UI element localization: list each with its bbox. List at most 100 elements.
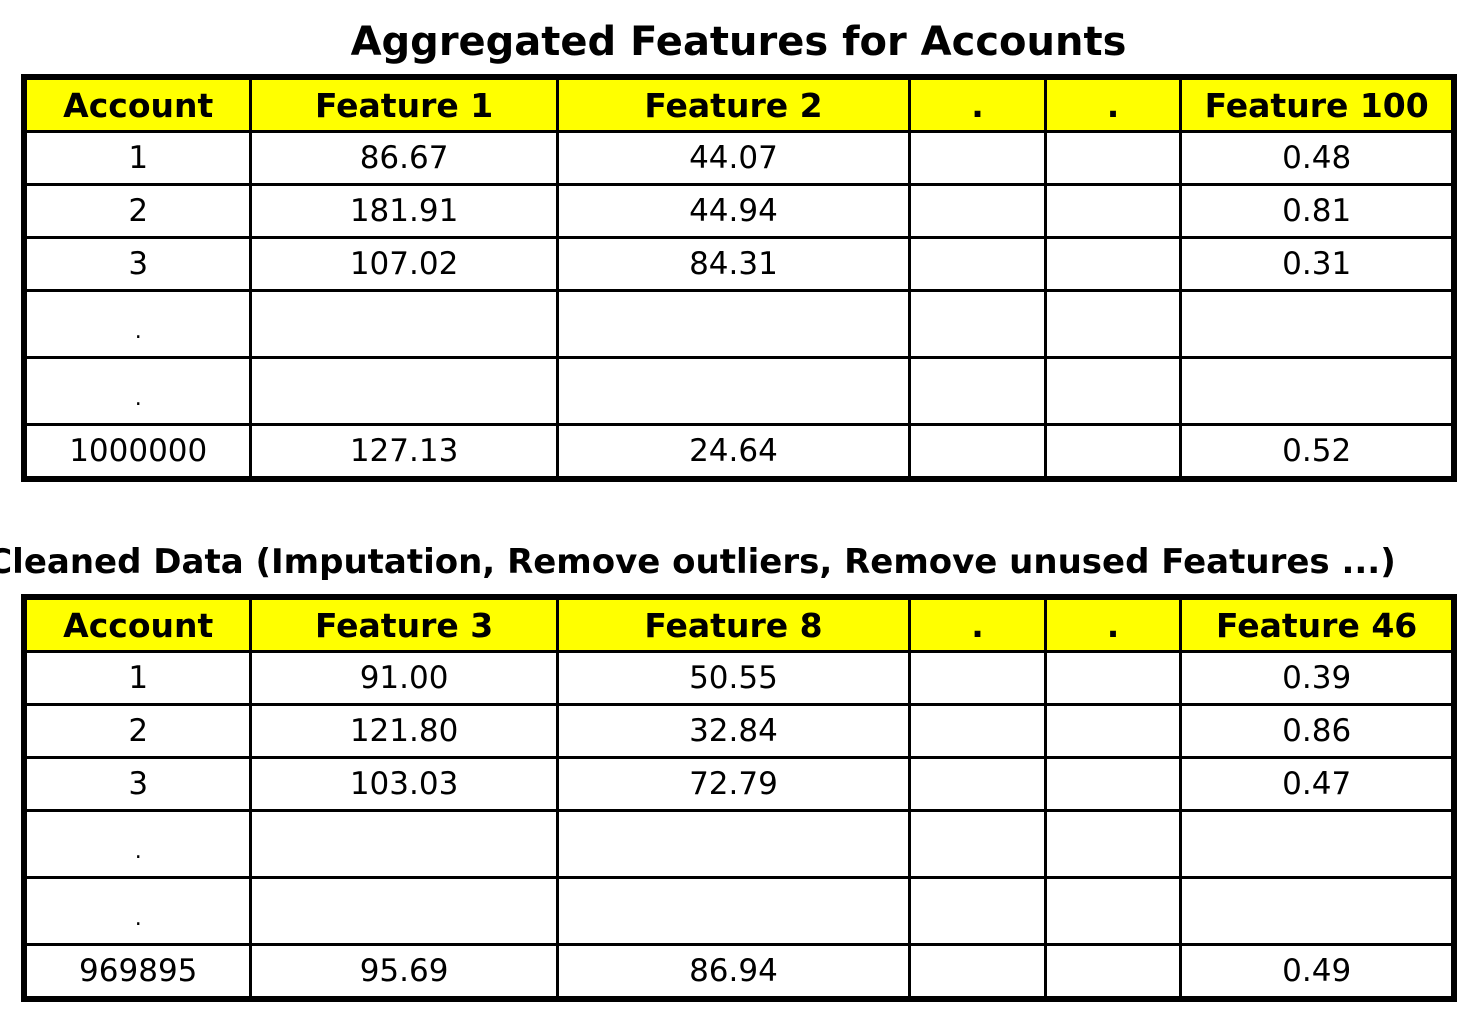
table-cell: 72.79 [555, 756, 912, 812]
table-cell [249, 356, 559, 426]
header-row: Account Feature 3 Feature 8.. Feature 46 [22, 595, 1456, 653]
table-cell: 2 [22, 183, 253, 239]
column-header: . [908, 595, 1047, 653]
table-cell: 32.84 [555, 703, 912, 759]
table-cell: 107.02 [249, 236, 559, 292]
table-cell [908, 703, 1047, 759]
table-cell [1043, 423, 1183, 481]
column-header: Feature 8 [555, 595, 912, 653]
table-row: 1000000 127.13 24.64 0.52 [22, 423, 1456, 481]
column-header: . [1043, 595, 1183, 653]
column-header: Account [22, 75, 253, 133]
table-cell: 84.31 [555, 236, 912, 292]
table-cell: 50.55 [555, 650, 912, 706]
table-row: . [22, 356, 1456, 426]
table-cell: 1000000 [22, 423, 253, 481]
table-cell: 969895 [22, 943, 253, 1001]
aggregated-features-table: Account Feature 1 Feature 2.. Feature 100 1… [21, 74, 1457, 482]
table-cell: 0.48 [1179, 130, 1456, 186]
table-cell [1043, 356, 1183, 426]
table-cell [908, 130, 1047, 186]
table-cell [1179, 876, 1456, 946]
column-header: Feature 100 [1179, 75, 1456, 133]
table-row: 2 181.91 44.94 0.81 [22, 183, 1456, 239]
table-cell [908, 756, 1047, 812]
table-cell: 1 [22, 130, 253, 186]
table-cell: . [22, 876, 253, 946]
column-header: Feature 1 [249, 75, 559, 133]
column-header: Feature 46 [1179, 595, 1456, 653]
table-cell [249, 289, 559, 359]
table-cell: . [22, 289, 253, 359]
table-cell: 3 [22, 236, 253, 292]
table-cell: 0.52 [1179, 423, 1456, 481]
table-cell [1043, 756, 1183, 812]
table-cell [908, 809, 1047, 879]
table-cell [1043, 809, 1183, 879]
column-header: Account [22, 595, 253, 653]
table-cell: 0.86 [1179, 703, 1456, 759]
table-cell [555, 876, 912, 946]
table-row: 1 86.67 44.07 0.48 [22, 130, 1456, 186]
table-cell [908, 423, 1047, 481]
table-row: . [22, 876, 1456, 946]
table-cell [555, 809, 912, 879]
table-row: 3 107.02 84.31 0.31 [22, 236, 1456, 292]
table-cell [1043, 876, 1183, 946]
table-cell [1043, 943, 1183, 1001]
table-cell [249, 876, 559, 946]
cleaned-data-title: Cleaned Data (Imputation, Remove outlier… [0, 542, 1396, 582]
table-cell [1179, 289, 1456, 359]
aggregated-features-title: Aggregated Features for Accounts [350, 19, 1127, 65]
table-cell [1043, 183, 1183, 239]
header-row: Account Feature 1 Feature 2.. Feature 100 [22, 75, 1456, 133]
table-row: . [22, 809, 1456, 879]
table-cell [555, 356, 912, 426]
table-cell: 181.91 [249, 183, 559, 239]
table-cell [908, 183, 1047, 239]
column-header: . [1043, 75, 1183, 133]
table-cell: 86.67 [249, 130, 559, 186]
table-cell: 1 [22, 650, 253, 706]
table-cell: 0.39 [1179, 650, 1456, 706]
table-cell [1043, 650, 1183, 706]
table-row: 2 121.80 32.84 0.86 [22, 703, 1456, 759]
column-header: . [908, 75, 1047, 133]
table-cell [908, 876, 1047, 946]
table-cell: 121.80 [249, 703, 559, 759]
table-cell: 0.81 [1179, 183, 1456, 239]
table-cell [1043, 703, 1183, 759]
table-cell: 24.64 [555, 423, 912, 481]
table-cell: 95.69 [249, 943, 559, 1001]
table-cell [249, 809, 559, 879]
table-cell: 0.31 [1179, 236, 1456, 292]
table-cell [1179, 809, 1456, 879]
table-cell: 2 [22, 703, 253, 759]
table-cell [1043, 236, 1183, 292]
table-cell: 44.94 [555, 183, 912, 239]
table-row: . [22, 289, 1456, 359]
table-row: 969895 95.69 86.94 0.49 [22, 943, 1456, 1001]
table-cell: 3 [22, 756, 253, 812]
table-cell: 103.03 [249, 756, 559, 812]
table-cell [555, 289, 912, 359]
table-cell: 127.13 [249, 423, 559, 481]
table-cell: 86.94 [555, 943, 912, 1001]
table-row: 3 103.03 72.79 0.47 [22, 756, 1456, 812]
table-cell: . [22, 809, 253, 879]
table-row: 1 91.00 50.55 0.39 [22, 650, 1456, 706]
table-cell [908, 236, 1047, 292]
column-header: Feature 2 [555, 75, 912, 133]
table-cell: 91.00 [249, 650, 559, 706]
table-cell [908, 650, 1047, 706]
table-cell: 0.47 [1179, 756, 1456, 812]
table-cell [908, 289, 1047, 359]
table-cell [908, 943, 1047, 1001]
table-cell [1043, 289, 1183, 359]
table-cell [1179, 356, 1456, 426]
table-cell: . [22, 356, 253, 426]
table-cell [908, 356, 1047, 426]
table-cell [1043, 130, 1183, 186]
table-cell: 44.07 [555, 130, 912, 186]
